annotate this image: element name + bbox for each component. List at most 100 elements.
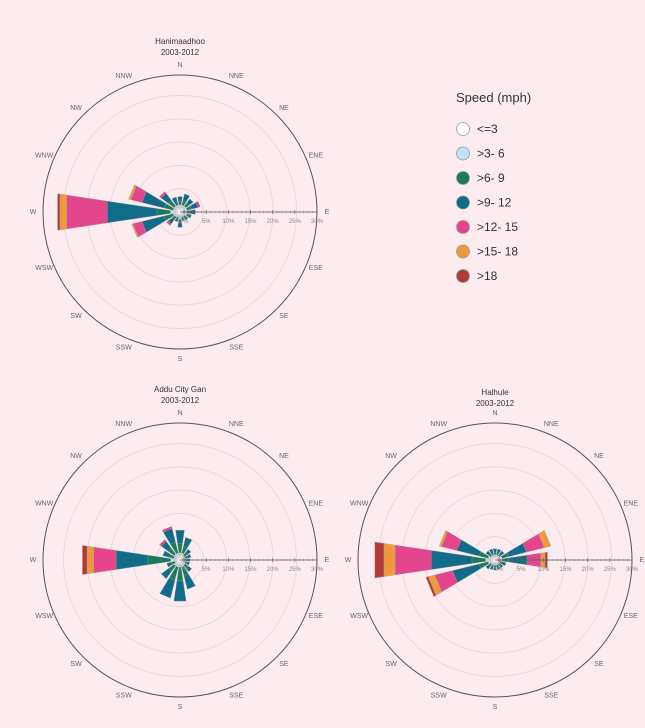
direction-label-w: W	[345, 557, 352, 564]
direction-label-nnw: NNW	[115, 73, 132, 80]
petal-ese-bin-3	[186, 561, 190, 566]
radial-tick-label: 20%	[267, 219, 280, 225]
petal-ese-bin-3	[188, 214, 192, 219]
petal-w-bin-2	[156, 208, 171, 216]
chart-subtitle: 2003-2012	[161, 396, 200, 405]
petal-sw-bin-3	[161, 568, 172, 579]
petal-w-bin-5	[59, 193, 67, 231]
direction-label-ese: ESE	[309, 613, 323, 620]
radial-tick-label: 30%	[311, 567, 324, 573]
radial-tick-label: 10%	[222, 567, 235, 573]
petal-sw-bin-4	[166, 220, 172, 226]
chart-subtitle: 2003-2012	[476, 399, 515, 408]
legend-swatch-3	[456, 195, 470, 210]
petal-ese-bin-3	[501, 561, 507, 567]
radial-tick-label: 25%	[289, 567, 302, 573]
windrose-1: Addu City Gan 2003-2012 N NNE NE ENE E ESE SE SSE…	[30, 385, 330, 711]
legend-swatch-5	[456, 244, 470, 259]
direction-label-nne: NNE	[229, 73, 244, 80]
petal-se-bin-3	[185, 565, 192, 572]
petal-w-bin-4	[66, 194, 108, 230]
radial-tick-label: 15%	[244, 219, 257, 225]
legend-label-3: >9- 12	[477, 196, 512, 210]
petal-nne-bin-3	[496, 548, 502, 554]
radial-tick-label: 15%	[244, 567, 257, 573]
direction-label-e: E	[640, 557, 645, 564]
direction-label-wsw: WSW	[350, 613, 368, 620]
direction-label-w: W	[30, 209, 37, 216]
chart-title: Halhule	[481, 388, 509, 397]
petal-s-bin-0	[179, 562, 181, 566]
radial-tick-label: 0%	[180, 567, 189, 573]
direction-label-ese: ESE	[309, 265, 323, 272]
legend: Speed (mph) <=3 >3- 6 >6- 9 >9- 12 >12- 15 >1…	[456, 90, 531, 283]
direction-label-ssw: SSW	[116, 693, 132, 700]
direction-label-wsw: WSW	[35, 613, 53, 620]
petal-n-bin-2	[177, 543, 183, 553]
petal-nw-bin-3	[485, 550, 491, 556]
petal-nw-bin-4	[159, 191, 167, 199]
legend-swatch-4	[456, 220, 470, 234]
petal-n-bin-0	[494, 555, 496, 558]
direction-label-ne: NE	[594, 453, 604, 460]
direction-label-wsw: WSW	[35, 265, 53, 272]
petal-wsw-bin-3	[452, 563, 482, 583]
petal-n-bin-2	[493, 552, 497, 555]
windrose-0: Hanimaadhoo2003-2012NNNENEENEEESESESSESS…	[30, 37, 330, 363]
direction-label-wnw: WNW	[350, 501, 369, 508]
petal-n-bin-3	[177, 196, 183, 202]
petal-s-bin-3	[493, 567, 497, 571]
direction-label-n: N	[492, 410, 497, 417]
direction-label-nne: NNE	[229, 421, 244, 428]
direction-label-s: S	[178, 704, 183, 711]
direction-label-se: SE	[594, 661, 604, 668]
direction-label-e: E	[325, 557, 330, 564]
petal-ene-bin-4	[195, 200, 201, 208]
direction-label-ene: ENE	[624, 501, 639, 508]
petal-w-bin-1	[170, 558, 176, 562]
petal-w-bin-6	[82, 545, 88, 575]
legend-label-4: >12- 15	[477, 220, 518, 234]
petal-w-bin-2	[471, 556, 486, 564]
petal-n-bin-0	[179, 206, 181, 210]
radial-tick-label: 20%	[267, 567, 280, 573]
petal-wnw-bin-5	[128, 184, 137, 200]
petal-w-bin-3	[116, 550, 149, 570]
petal-w-bin-4	[395, 544, 432, 576]
radial-tick-label: 30%	[311, 219, 324, 225]
petal-sse-bin-3	[496, 566, 501, 570]
petal-nnw-bin-4	[161, 526, 173, 533]
radial-tick-label: 10%	[537, 567, 550, 573]
petal-w-bin-0	[174, 211, 178, 213]
direction-label-nw: NW	[70, 105, 82, 112]
direction-label-ne: NE	[279, 105, 289, 112]
direction-label-nne: NNE	[544, 421, 559, 428]
radial-tick-label: 30%	[626, 567, 639, 573]
petal-w-bin-6	[374, 541, 385, 579]
petal-n-bin-1	[178, 552, 182, 556]
petal-wsw-bin-3	[141, 215, 167, 233]
direction-label-ssw: SSW	[431, 693, 447, 700]
direction-label-s: S	[493, 704, 498, 711]
direction-label-n: N	[177, 62, 182, 69]
petal-se-bin-3	[499, 564, 504, 569]
radial-tick-label: 25%	[289, 219, 302, 225]
petal-sw-bin-3	[485, 564, 491, 570]
direction-label-sse: SSE	[544, 693, 558, 700]
petal-ene-bin-5	[538, 530, 552, 548]
petal-n-bin-1	[178, 204, 182, 208]
petal-ne-bin-3	[185, 548, 192, 555]
chart-title: Addu City Gan	[154, 385, 206, 394]
legend-title: Speed (mph)	[456, 90, 531, 105]
petal-nnw-bin-3	[171, 196, 178, 203]
chart-title: Hanimaadhoo	[155, 37, 205, 46]
direction-label-w: W	[30, 557, 37, 564]
legend-swatch-2	[456, 171, 470, 185]
petal-s-bin-3	[173, 580, 187, 602]
direction-label-nnw: NNW	[115, 421, 132, 428]
direction-label-ssw: SSW	[116, 345, 132, 352]
petal-s-bin-3	[177, 222, 183, 228]
radial-tick-label: 5%	[202, 567, 211, 573]
direction-label-se: SE	[279, 313, 289, 320]
